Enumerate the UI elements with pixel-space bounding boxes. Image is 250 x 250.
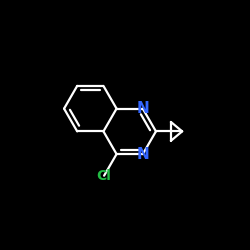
Text: N: N xyxy=(136,146,149,162)
Text: N: N xyxy=(136,101,149,116)
Text: Cl: Cl xyxy=(97,169,112,183)
